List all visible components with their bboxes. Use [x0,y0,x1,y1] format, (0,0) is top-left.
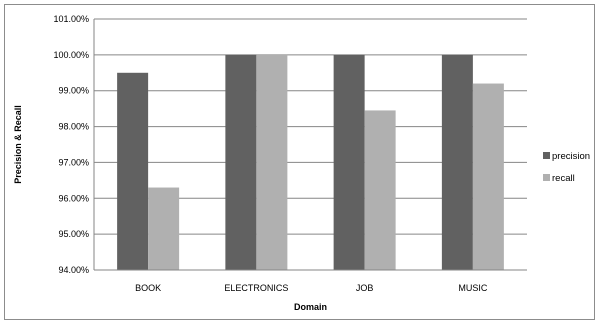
y-tick-label: 96.00% [58,193,89,203]
bar-precision-job [333,54,365,270]
y-tick-label: 97.00% [58,157,89,167]
y-axis-title: Precision & Recall [13,105,23,184]
x-axis-title: Domain [294,302,327,312]
y-tick-label: 99.00% [58,86,89,96]
legend-swatch-recall [543,174,550,181]
bar-chart: 94.00% 95.00% 96.00% 97.00% 98.00% 99.00% 100.… [13,14,590,312]
legend-label-precision: precision [552,151,590,162]
bar-recall-music [472,83,504,271]
bar-recall-electronics [256,54,288,270]
bar-group [117,54,504,271]
bar-recall-job [364,110,396,270]
legend-label-recall: recall [552,173,575,184]
x-category-label: MUSIC [458,283,488,293]
bar-precision-book [117,72,149,271]
bar-precision-music [441,54,473,270]
x-axis-categories: BOOK ELECTRONICS JOB MUSIC [135,283,488,293]
x-category-label: JOB [356,283,374,293]
chart-frame: 94.00% 95.00% 96.00% 97.00% 98.00% 99.00% 100.… [4,4,595,320]
y-tick-label: 98.00% [58,122,89,132]
legend-swatch-precision [543,152,550,159]
x-category-label: ELECTRONICS [224,283,288,293]
y-axis-ticks: 94.00% 95.00% 96.00% 97.00% 98.00% 99.00% 100.… [53,14,89,275]
bar-recall-book [148,187,180,270]
x-category-label: BOOK [135,283,161,293]
y-tick-label: 95.00% [58,229,89,239]
legend: precision recall [543,151,590,184]
y-tick-label: 94.00% [58,265,89,275]
y-tick-label: 100.00% [53,50,89,60]
bar-precision-electronics [225,54,257,270]
y-tick-label: 101.00% [53,14,89,24]
